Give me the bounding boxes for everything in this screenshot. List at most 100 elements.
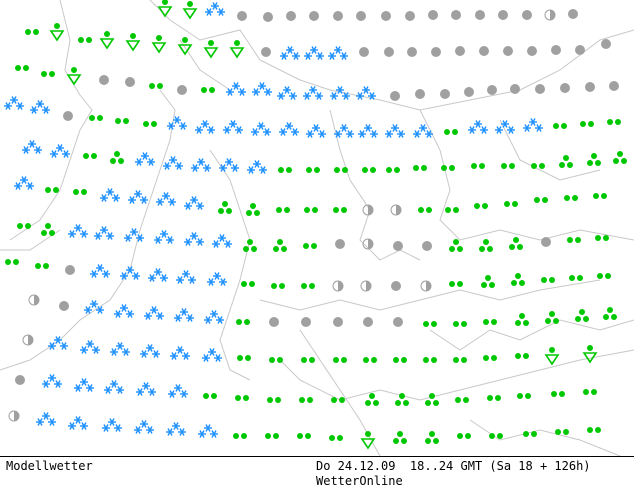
rain-drops-icon bbox=[607, 119, 621, 125]
rain-drops-icon bbox=[567, 237, 581, 243]
snowflake-icon bbox=[36, 412, 56, 426]
snowflake-icon bbox=[523, 118, 543, 132]
snowflake-icon bbox=[144, 306, 164, 320]
snowflake-icon bbox=[68, 224, 88, 238]
snowflake-icon bbox=[124, 228, 144, 242]
cloud-dot-icon bbox=[309, 11, 319, 21]
rain-drops-icon bbox=[541, 277, 555, 283]
rain-drops-icon bbox=[449, 281, 463, 287]
rain-heavy-icon bbox=[479, 239, 493, 252]
rain-drops-icon bbox=[418, 207, 432, 213]
cloud-dot-icon bbox=[390, 91, 400, 101]
rain-drops-icon bbox=[531, 163, 545, 169]
rain-drops-icon bbox=[236, 319, 250, 325]
rain-shower-icon bbox=[544, 347, 560, 366]
rain-drops-icon bbox=[73, 189, 87, 195]
snowflake-icon bbox=[184, 196, 204, 210]
rain-heavy-icon bbox=[449, 239, 463, 252]
cloud-dot-icon bbox=[440, 89, 450, 99]
rain-drops-icon bbox=[501, 163, 515, 169]
snowflake-icon bbox=[30, 100, 50, 114]
rain-drops-icon bbox=[15, 65, 29, 71]
rain-drops-icon bbox=[329, 435, 343, 441]
cloud-dot-icon bbox=[59, 301, 69, 311]
weather-map bbox=[0, 0, 634, 456]
snowflake-icon bbox=[385, 124, 405, 138]
cloud-dot-icon bbox=[503, 46, 513, 56]
rain-heavy-icon bbox=[425, 431, 439, 444]
rain-drops-icon bbox=[25, 29, 39, 35]
cloud-dot-icon bbox=[510, 84, 520, 94]
rain-drops-icon bbox=[483, 355, 497, 361]
rain-heavy-icon bbox=[575, 309, 589, 322]
rain-shower-icon bbox=[151, 35, 167, 54]
snowflake-icon bbox=[48, 336, 68, 350]
rain-drops-icon bbox=[301, 357, 315, 363]
rain-drops-icon bbox=[45, 187, 59, 193]
snowflake-icon bbox=[90, 264, 110, 278]
cloud-dot-icon bbox=[393, 241, 403, 251]
snowflake-icon bbox=[136, 382, 156, 396]
cloud-dot-icon bbox=[522, 10, 532, 20]
cloud-dot-icon bbox=[479, 46, 489, 56]
rain-drops-icon bbox=[423, 357, 437, 363]
cloud-dot-icon bbox=[263, 12, 273, 22]
cloud-dot-icon bbox=[431, 47, 441, 57]
rain-shower-icon bbox=[49, 23, 65, 42]
cloud-dot-icon bbox=[63, 111, 73, 121]
snowflake-icon bbox=[110, 342, 130, 356]
cloud-dot-icon bbox=[601, 39, 611, 49]
cloud-dot-icon bbox=[541, 237, 551, 247]
snowflake-icon bbox=[68, 416, 88, 430]
cloud-dot-icon bbox=[527, 46, 537, 56]
snowflake-icon bbox=[219, 158, 239, 172]
rain-heavy-icon bbox=[511, 273, 525, 286]
snowflake-icon bbox=[358, 124, 378, 138]
rain-drops-icon bbox=[423, 321, 437, 327]
rain-heavy-icon bbox=[509, 237, 523, 250]
cloud-dot-icon bbox=[428, 10, 438, 20]
half-moon-cloud-icon bbox=[390, 204, 402, 216]
rain-drops-icon bbox=[413, 165, 427, 171]
snowflake-icon bbox=[163, 156, 183, 170]
rain-drops-icon bbox=[333, 357, 347, 363]
rain-drops-icon bbox=[35, 263, 49, 269]
coastline-uk bbox=[0, 0, 93, 251]
brand-label: WetterOnline bbox=[316, 474, 403, 488]
snowflake-icon bbox=[80, 340, 100, 354]
rain-shower-icon bbox=[203, 40, 219, 59]
rain-drops-icon bbox=[523, 431, 537, 437]
rain-drops-icon bbox=[569, 275, 583, 281]
rain-drops-icon bbox=[553, 123, 567, 129]
snowflake-icon bbox=[94, 226, 114, 240]
rain-drops-icon bbox=[453, 321, 467, 327]
snowflake-icon bbox=[202, 348, 222, 362]
rain-drops-icon bbox=[78, 37, 92, 43]
snowflake-icon bbox=[22, 140, 42, 154]
cloud-dot-icon bbox=[391, 281, 401, 291]
rain-drops-icon bbox=[580, 121, 594, 127]
rain-heavy-icon bbox=[603, 307, 617, 320]
cloud-dot-icon bbox=[568, 9, 578, 19]
cloud-dot-icon bbox=[359, 47, 369, 57]
cloud-dot-icon bbox=[422, 241, 432, 251]
cloud-dot-icon bbox=[99, 75, 109, 85]
snowflake-icon bbox=[223, 120, 243, 134]
cloud-dot-icon bbox=[498, 10, 508, 20]
rain-drops-icon bbox=[551, 391, 565, 397]
cloud-dot-icon bbox=[237, 11, 247, 21]
border-south bbox=[279, 349, 634, 401]
snowflake-icon bbox=[128, 190, 148, 204]
snowflake-icon bbox=[120, 266, 140, 280]
snowflake-icon bbox=[207, 272, 227, 286]
rain-shower-icon bbox=[99, 31, 115, 50]
cloud-dot-icon bbox=[333, 317, 343, 327]
rain-drops-icon bbox=[444, 129, 458, 135]
rain-drops-icon bbox=[363, 357, 377, 363]
rain-heavy-icon bbox=[246, 203, 260, 216]
rain-heavy-icon bbox=[425, 393, 439, 406]
rain-drops-icon bbox=[299, 397, 313, 403]
cloud-dot-icon bbox=[335, 239, 345, 249]
rain-drops-icon bbox=[41, 71, 55, 77]
rain-drops-icon bbox=[301, 283, 315, 289]
